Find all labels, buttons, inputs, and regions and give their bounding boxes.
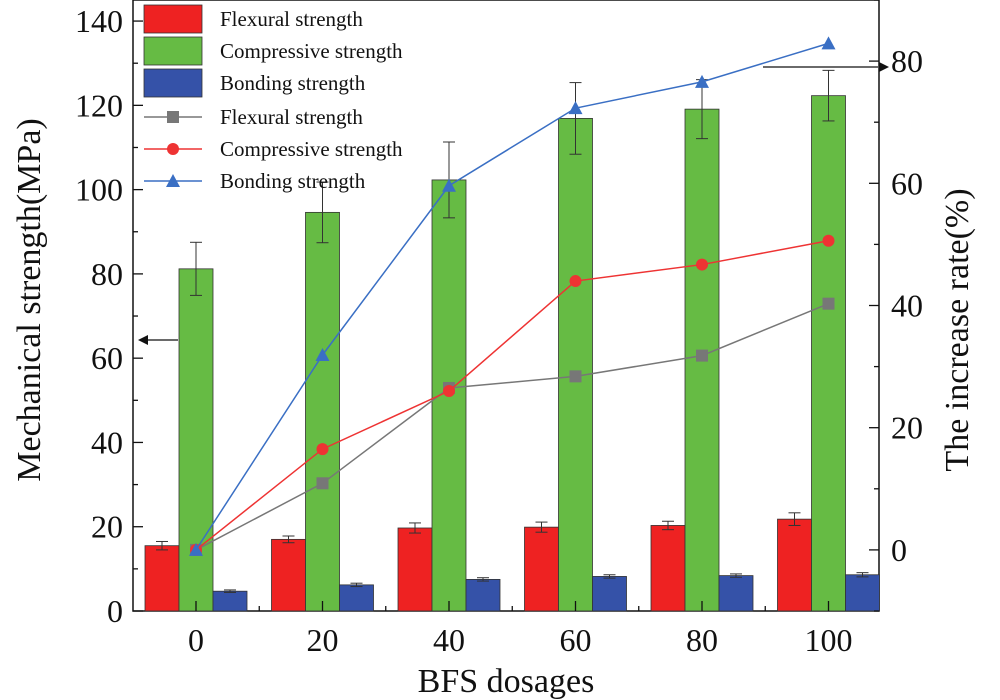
- bar-bonding-strength: [845, 574, 880, 612]
- square-marker: [167, 111, 179, 123]
- bar-flexural-strength: [144, 545, 180, 612]
- triangle-marker: [166, 174, 180, 187]
- y-tick-label: 100: [75, 172, 123, 208]
- x-tick-label: 0: [188, 622, 204, 658]
- right-axis-arrow: [763, 62, 889, 72]
- legend-label: Compressive strength: [220, 39, 403, 63]
- legend-label: Bonding strength: [220, 169, 366, 193]
- lines-layer: [189, 36, 836, 556]
- y-tick-label: 60: [91, 340, 123, 376]
- y-tick-label: 0: [107, 593, 123, 629]
- y2-axis-title: The increase rate(%): [939, 188, 976, 471]
- circle-marker: [316, 443, 329, 456]
- y-tick-label: 120: [75, 87, 123, 123]
- triangle-marker: [568, 101, 583, 115]
- legend: Flexural strength Compressive strength Bon…: [143, 4, 403, 193]
- x-tick-label: 100: [805, 622, 853, 658]
- square-marker: [316, 477, 329, 490]
- y-tick-label: 40: [91, 424, 123, 460]
- line-compressive-strength: [195, 239, 829, 551]
- legend-label: Flexural strength: [220, 7, 363, 31]
- circle-marker: [167, 143, 179, 155]
- triangle-marker: [315, 347, 330, 361]
- x-tick-label: 40: [433, 622, 465, 658]
- circle-marker: [822, 234, 835, 247]
- triangle-marker: [821, 36, 836, 50]
- y-axis-title: Mechanical strength(MPa): [11, 118, 48, 482]
- bar-bonding-strength: [592, 576, 627, 612]
- circle-marker: [569, 275, 582, 288]
- left-axis-arrow: [138, 335, 178, 345]
- square-marker: [822, 297, 835, 310]
- y-tick-label: 80: [91, 256, 123, 292]
- x-tick-label: 60: [560, 622, 592, 658]
- legend-swatch: [143, 4, 203, 34]
- y2-tick-label: 60: [891, 165, 923, 201]
- square-marker: [569, 370, 582, 383]
- bar-compressive-strength: [178, 268, 214, 612]
- x-tick-label: 20: [307, 622, 339, 658]
- bar-bonding-strength: [339, 584, 374, 612]
- bar-flexural-strength: [397, 527, 433, 612]
- bar-compressive-strength: [811, 95, 846, 612]
- line-flexural-strength: [195, 302, 829, 551]
- bar-compressive-strength: [558, 118, 593, 612]
- legend-label: Bonding strength: [220, 71, 366, 95]
- bar-bonding-strength: [212, 590, 248, 612]
- legend-swatch: [143, 68, 203, 98]
- y2-tick-label: 80: [891, 43, 923, 79]
- bar-flexural-strength: [650, 525, 686, 612]
- y2-tick-label: 40: [891, 288, 923, 324]
- bar-compressive-strength: [305, 211, 340, 612]
- legend-label: Compressive strength: [220, 137, 403, 161]
- legend-swatch: [143, 36, 203, 66]
- line-bonding-strength: [195, 42, 829, 551]
- y-tick-label: 20: [91, 509, 123, 545]
- bar-bonding-strength: [718, 575, 754, 612]
- bar-flexural-strength: [524, 526, 559, 612]
- legend-label: Flexural strength: [220, 105, 363, 129]
- bar-bonding-strength: [465, 578, 501, 612]
- circle-marker: [443, 385, 455, 398]
- x-axis-title: BFS dosages: [418, 663, 595, 700]
- triangle-marker: [695, 74, 709, 88]
- triangle-marker: [442, 178, 456, 192]
- circle-marker: [696, 258, 708, 271]
- y-tick-label: 140: [75, 3, 123, 39]
- x-tick-label: 80: [686, 622, 718, 658]
- axes-layer: 0 20 40 60 80 100 120 140 0 20 40 60 80 0 20 40 60 80 100: [75, 0, 923, 658]
- y2-tick-label: 20: [891, 410, 923, 446]
- triangle-marker: [189, 542, 203, 556]
- bar-flexural-strength: [271, 538, 306, 612]
- square-marker: [696, 349, 708, 362]
- bar-flexural-strength: [777, 518, 812, 612]
- y2-tick-label: 0: [891, 532, 907, 568]
